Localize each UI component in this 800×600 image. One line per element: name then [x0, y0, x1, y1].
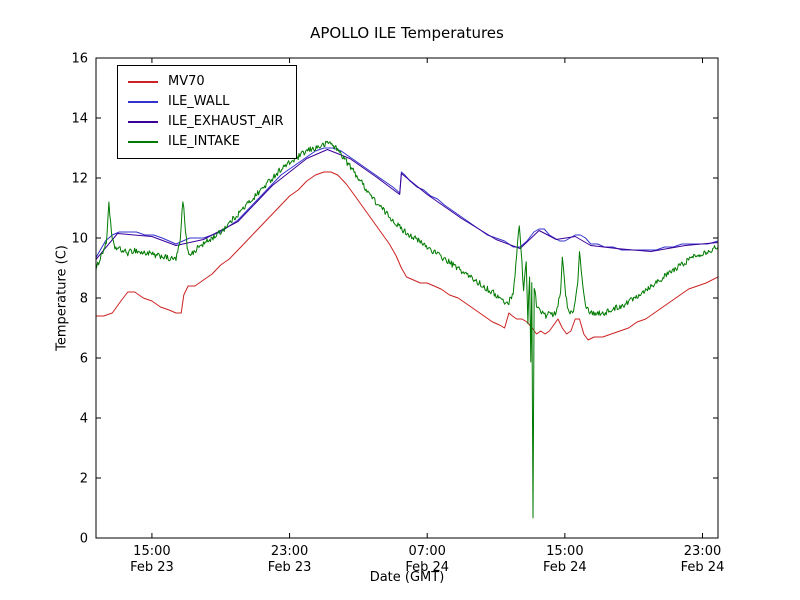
legend-label-ile-intake: ILE_INTAKE — [168, 134, 240, 149]
y-axis-label: Temperature (C) — [54, 245, 70, 351]
x-tick-label-time: 07:00 — [408, 544, 445, 559]
y-tick-label: 8 — [80, 292, 88, 307]
x-tick-label-date: Feb 23 — [268, 560, 312, 575]
series-line-ile-exhaust-air — [96, 149, 718, 261]
x-tick-label-time: 15:00 — [546, 544, 583, 559]
x-axis-label: Date (GMT) — [369, 570, 445, 585]
legend: MV70 ILE_WALL ILE_EXHAUST_AIR ILE_INTAKE — [117, 65, 297, 159]
axes-frame — [95, 57, 719, 539]
y-tick-label: 0 — [80, 532, 88, 547]
x-tick-label-time: 15:00 — [133, 544, 170, 559]
y-tick-label: 4 — [80, 412, 88, 427]
series-line-mv70 — [96, 171, 718, 341]
series-line-ile-intake — [96, 140, 718, 519]
x-tick-label-date: Feb 24 — [543, 560, 587, 575]
y-tick-label: 10 — [71, 232, 88, 247]
legend-label-mv70: MV70 — [168, 74, 205, 89]
legend-line-ile-exhaust-air-icon — [128, 121, 158, 123]
y-tick-label: 14 — [71, 112, 88, 127]
legend-label-ile-wall: ILE_WALL — [168, 94, 230, 109]
x-tick-label-date: Feb 23 — [130, 560, 174, 575]
x-tick-label-date: Feb 24 — [681, 560, 725, 575]
legend-line-ile-intake-icon — [128, 141, 158, 143]
series-line-ile-wall — [96, 147, 718, 259]
y-tick-label: 16 — [71, 52, 88, 67]
legend-row-ile-intake: ILE_INTAKE — [128, 132, 284, 152]
x-tick-label-time: 23:00 — [271, 544, 308, 559]
y-tick-label: 2 — [80, 472, 88, 487]
chart-title: APOLLO ILE Temperatures — [310, 24, 504, 42]
x-tick-label-time: 23:00 — [684, 544, 721, 559]
legend-line-ile-wall-icon — [128, 101, 158, 103]
legend-row-ile-wall: ILE_WALL — [128, 92, 284, 112]
legend-row-mv70: MV70 — [128, 72, 284, 92]
legend-label-ile-exhaust-air: ILE_EXHAUST_AIR — [168, 114, 284, 129]
legend-line-mv70-icon — [128, 81, 158, 83]
y-tick-label: 6 — [80, 352, 88, 367]
y-tick-label: 12 — [71, 172, 88, 187]
legend-row-ile-exhaust-air: ILE_EXHAUST_AIR — [128, 112, 284, 132]
x-tick-label-date: Feb 24 — [405, 560, 449, 575]
series-group — [96, 140, 718, 519]
